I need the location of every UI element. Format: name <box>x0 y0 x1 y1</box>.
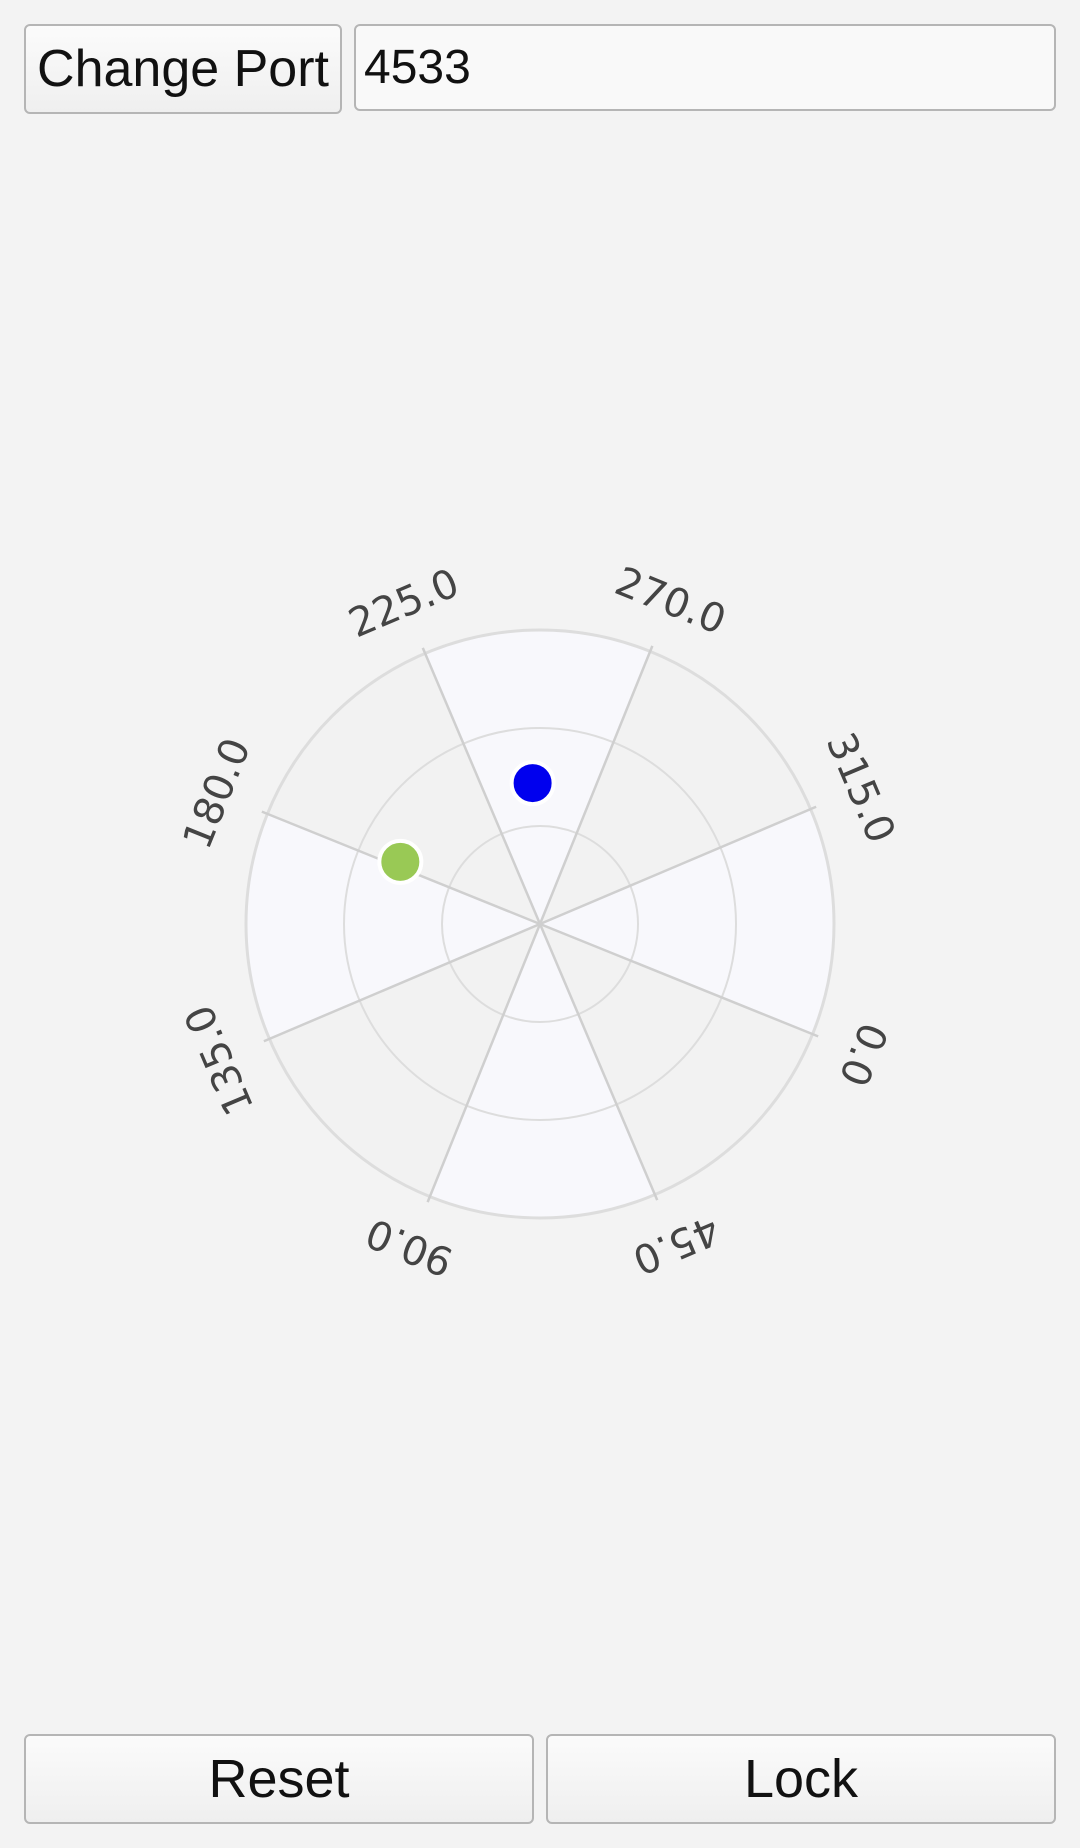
angle-tick-label: 270.0 <box>609 559 732 645</box>
plot-spoke <box>538 923 659 1201</box>
angle-tick-label: 45.0 <box>626 1206 726 1283</box>
change-port-button[interactable]: Change Port <box>24 24 342 114</box>
polar-plot: 0.0 45.0 90.0 135.0 180.0 225.0 270.0 315.0 <box>175 559 904 1285</box>
plot-ring <box>244 628 836 1220</box>
angle-tick-label: 225.0 <box>342 560 465 647</box>
plot-ring <box>441 825 639 1023</box>
angle-tick-label: 135.0 <box>176 998 263 1121</box>
plot-spoke <box>539 922 819 1038</box>
angle-tick-label: 90.0 <box>360 1209 460 1285</box>
plot-sector <box>540 809 834 1035</box>
plot-points <box>377 760 556 885</box>
plot-spokes <box>261 645 819 1203</box>
plot-spoke <box>421 647 542 925</box>
plot-spoke <box>263 922 541 1043</box>
plot-sector <box>429 924 655 1218</box>
angle-tick-label: 315.0 <box>817 726 904 849</box>
reset-button[interactable]: Reset <box>24 1734 534 1824</box>
angle-tick-label: 0.0 <box>829 1016 895 1092</box>
plot-spoke <box>539 805 817 926</box>
lock-button[interactable]: Lock <box>546 1734 1056 1824</box>
plot-point <box>377 838 424 885</box>
plot-sector <box>246 813 540 1039</box>
plot-spoke <box>538 645 654 925</box>
plot-spoke <box>426 923 542 1203</box>
plot-point <box>509 760 556 807</box>
plot-rings <box>244 628 836 1220</box>
port-input[interactable] <box>354 24 1056 111</box>
angle-tick-label: 180.0 <box>175 732 261 855</box>
plot-ring <box>343 727 737 1121</box>
